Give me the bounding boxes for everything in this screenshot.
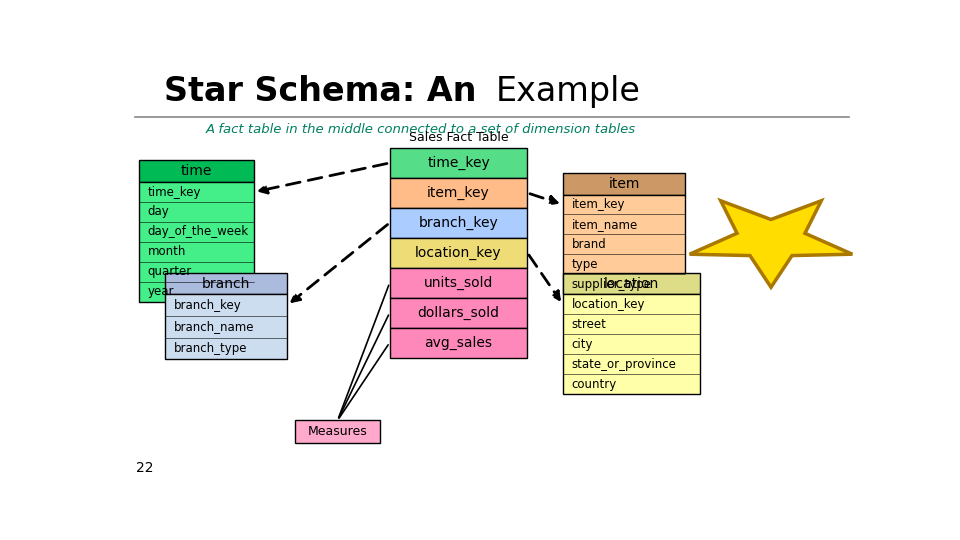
Text: time_key: time_key xyxy=(148,186,201,199)
Bar xyxy=(165,273,287,294)
Bar xyxy=(563,194,685,294)
Text: state_or_province: state_or_province xyxy=(571,357,677,370)
Text: time: time xyxy=(180,164,212,178)
Text: item_name: item_name xyxy=(571,218,637,231)
Text: Example: Example xyxy=(495,75,640,109)
Text: item: item xyxy=(609,177,639,191)
Text: location: location xyxy=(604,276,660,291)
Text: street: street xyxy=(571,318,607,331)
Text: branch_type: branch_type xyxy=(174,342,247,355)
Text: brand: brand xyxy=(571,238,607,251)
Text: day: day xyxy=(148,206,169,219)
Text: country: country xyxy=(571,377,617,390)
Text: 22: 22 xyxy=(136,461,154,475)
Bar xyxy=(390,328,527,357)
Bar xyxy=(165,294,287,359)
Text: branch_key: branch_key xyxy=(174,299,241,312)
Text: dollars_sold: dollars_sold xyxy=(418,306,499,320)
Text: branch_name: branch_name xyxy=(174,320,254,333)
Text: location_key: location_key xyxy=(571,298,645,311)
Polygon shape xyxy=(689,201,852,287)
Text: item_key: item_key xyxy=(427,186,490,200)
Text: month: month xyxy=(148,245,186,259)
Bar xyxy=(138,160,253,182)
Bar xyxy=(563,173,685,194)
Bar xyxy=(138,182,253,302)
Text: Measures: Measures xyxy=(308,425,368,438)
Text: avg_sales: avg_sales xyxy=(424,335,492,349)
Text: supplier_type: supplier_type xyxy=(571,278,652,291)
Text: branch: branch xyxy=(202,276,251,291)
Text: day_of_the_week: day_of_the_week xyxy=(148,226,249,239)
Text: Star Schema: An: Star Schema: An xyxy=(164,75,489,109)
Bar xyxy=(390,208,527,238)
Text: Sales Fact Table: Sales Fact Table xyxy=(409,131,509,144)
Bar xyxy=(390,298,527,328)
Text: location_key: location_key xyxy=(416,246,502,260)
Bar xyxy=(563,273,701,294)
Text: branch_key: branch_key xyxy=(419,216,498,230)
Bar xyxy=(390,178,527,208)
Bar xyxy=(295,420,380,443)
Text: A fact table in the middle connected to a set of dimension tables: A fact table in the middle connected to … xyxy=(205,123,636,136)
Bar xyxy=(390,148,527,178)
Text: quarter: quarter xyxy=(148,265,192,278)
Bar xyxy=(390,268,527,298)
Text: city: city xyxy=(571,338,593,350)
Text: year: year xyxy=(148,285,174,298)
Text: units_sold: units_sold xyxy=(423,275,493,290)
Bar xyxy=(563,294,701,394)
Text: time_key: time_key xyxy=(427,156,490,170)
Text: item_key: item_key xyxy=(571,198,625,211)
Bar xyxy=(390,238,527,268)
Text: type: type xyxy=(571,258,598,271)
